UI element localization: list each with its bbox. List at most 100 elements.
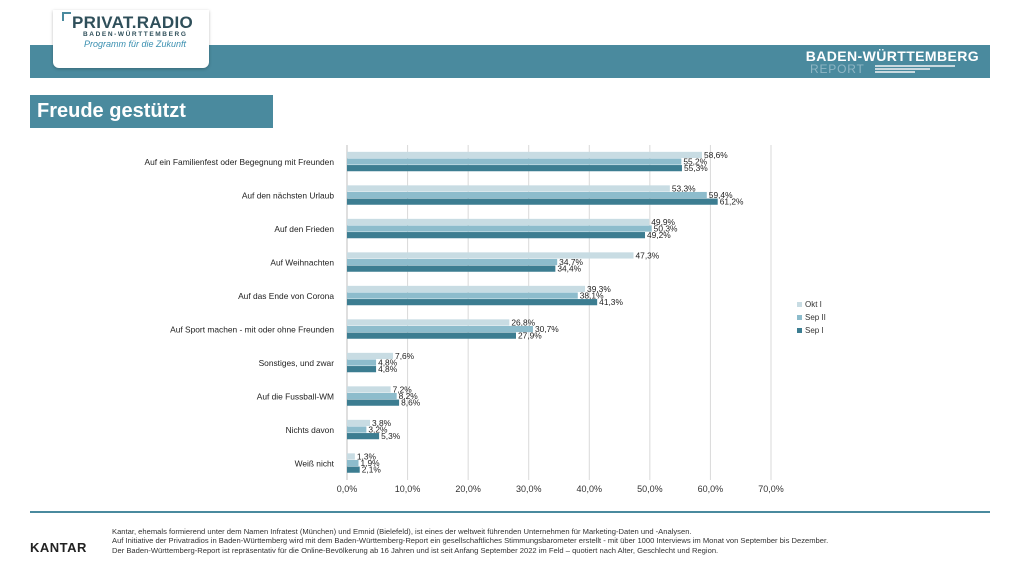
- category-label: Sonstiges, und zwar: [259, 358, 335, 368]
- data-label-okt-i: 3,8%: [372, 418, 392, 428]
- bar-sep-ii: [347, 191, 707, 199]
- legend-swatch-sep-i: [797, 328, 802, 333]
- legend-item-sep-ii: Sep II: [797, 311, 826, 324]
- data-label-sep-i: 55,3%: [684, 163, 708, 173]
- page-title-box: Freude gestützt: [30, 95, 273, 128]
- data-label-sep-i: 49,2%: [647, 230, 671, 240]
- data-label-sep-ii: 8,2%: [399, 391, 419, 401]
- category-label: Auf das Ende von Corona: [238, 291, 334, 301]
- logo-title: PRIVAT.RADIO: [72, 13, 194, 32]
- x-tick-label: 20,0%: [455, 484, 481, 494]
- data-label-sep-i: 41,3%: [599, 297, 623, 307]
- category-label: Auf ein Familienfest oder Begegnung mit …: [145, 157, 335, 167]
- data-label-sep-ii: 1,9%: [361, 458, 381, 468]
- data-label-sep-ii: 59,4%: [709, 190, 733, 200]
- data-label-sep-ii: 30,7%: [535, 324, 559, 334]
- x-tick-label: 70,0%: [758, 484, 784, 494]
- data-label-sep-i: 34,4%: [557, 264, 581, 274]
- data-label-okt-i: 26,8%: [511, 317, 535, 327]
- bar-sep-i: [347, 399, 400, 406]
- data-label-okt-i: 58,6%: [704, 150, 728, 160]
- category-label: Auf den Frieden: [274, 224, 334, 234]
- bar-sep-ii: [347, 359, 377, 366]
- x-tick-label: 0,0%: [337, 484, 358, 494]
- bar-sep-ii: [347, 225, 652, 232]
- bar-okt-i: [347, 185, 670, 192]
- data-label-sep-ii: 55,2%: [683, 157, 707, 167]
- x-tick-label: 50,0%: [637, 484, 663, 494]
- chart-legend: Okt I Sep II Sep I: [797, 298, 826, 337]
- bar-sep-i: [347, 433, 380, 440]
- bar-sep-i: [347, 332, 516, 339]
- category-label: Nichts davon: [286, 425, 335, 435]
- data-label-sep-ii: 3,2%: [368, 425, 388, 435]
- bar-sep-ii: [347, 158, 682, 165]
- data-label-okt-i: 39,3%: [587, 284, 611, 294]
- footnote: Kantar, ehemals formierend unter dem Nam…: [112, 527, 992, 555]
- bar-okt-i: [347, 252, 634, 259]
- x-tick-label: 40,0%: [577, 484, 603, 494]
- bar-sep-i: [347, 366, 377, 373]
- report-subtitle: REPORT: [810, 62, 865, 76]
- bar-okt-i: [347, 453, 355, 460]
- data-label-sep-i: 2,1%: [362, 465, 382, 475]
- data-label-okt-i: 53,3%: [672, 183, 696, 193]
- logo-subtitle: BADEN-WÜRTTEMBERG: [83, 31, 188, 38]
- bar-sep-ii: [347, 258, 558, 266]
- data-label-sep-ii: 34,7%: [559, 257, 583, 267]
- bar-sep-ii: [347, 292, 578, 299]
- bar-sep-i: [347, 265, 556, 272]
- data-label-sep-i: 61,2%: [720, 197, 744, 207]
- category-label: Auf Sport machen - mit oder ohne Freunde…: [170, 324, 334, 334]
- report-stripes-icon: [875, 65, 955, 75]
- bar-sep-i: [347, 466, 360, 473]
- data-label-sep-ii: 38,1%: [580, 291, 604, 301]
- category-label: Auf Weihnachten: [270, 257, 334, 267]
- bar-okt-i: [347, 386, 391, 393]
- data-label-sep-ii: 50,3%: [654, 224, 678, 234]
- x-tick-label: 60,0%: [698, 484, 724, 494]
- footnote-line-3: Der Baden-Württemberg-Report ist repräse…: [112, 545, 719, 555]
- data-label-okt-i: 1,3%: [357, 451, 377, 461]
- data-label-okt-i: 49,9%: [651, 217, 675, 227]
- logo-tagline: Programm für die Zukunft: [84, 39, 187, 49]
- data-label-sep-i: 27,9%: [518, 331, 542, 341]
- bar-sep-i: [347, 165, 682, 172]
- bar-sep-i: [347, 232, 646, 239]
- category-label: Auf die Fussball-WM: [257, 391, 334, 401]
- legend-label-sep-ii: Sep II: [805, 313, 826, 322]
- bar-okt-i: [347, 319, 510, 326]
- footnote-line-1: Kantar, ehemals formierend unter dem Nam…: [112, 527, 692, 536]
- bar-sep-ii: [347, 426, 367, 433]
- bar-okt-i: [347, 218, 650, 226]
- bar-okt-i: [347, 352, 394, 360]
- legend-swatch-sep-ii: [797, 315, 802, 320]
- bar-sep-ii: [347, 392, 397, 400]
- category-label: Weiß nicht: [295, 458, 335, 468]
- kantar-logo: KANTAR: [30, 540, 87, 555]
- x-tick-label: 10,0%: [395, 484, 421, 494]
- data-label-sep-i: 5,3%: [381, 431, 401, 441]
- legend-item-sep-i: Sep I: [797, 324, 826, 337]
- bar-sep-i: [347, 198, 718, 205]
- bar-sep-i: [347, 299, 598, 306]
- legend-label-sep-i: Sep I: [805, 326, 824, 335]
- data-label-sep-i: 8,6%: [401, 398, 421, 408]
- x-tick-label: 30,0%: [516, 484, 542, 494]
- data-label-okt-i: 47,3%: [636, 250, 660, 260]
- bar-sep-ii: [347, 325, 533, 333]
- legend-label-okt-i: Okt I: [805, 300, 822, 309]
- legend-swatch-okt-i: [797, 302, 802, 307]
- bar-okt-i: [347, 419, 371, 427]
- report-title: BADEN-WÜRTTEMBERG: [805, 48, 979, 64]
- data-label-sep-i: 4,8%: [378, 364, 398, 374]
- bar-okt-i: [347, 285, 586, 293]
- bar-sep-ii: [347, 459, 359, 467]
- data-label-sep-ii: 4,8%: [378, 358, 398, 368]
- page-title: Freude gestützt: [37, 100, 186, 122]
- bar-okt-i: [347, 151, 702, 159]
- logo-card[interactable]: [53, 10, 209, 68]
- data-label-okt-i: 7,6%: [395, 351, 415, 361]
- footnote-line-2: Auf Initiative der Privatradios in Baden…: [112, 536, 829, 546]
